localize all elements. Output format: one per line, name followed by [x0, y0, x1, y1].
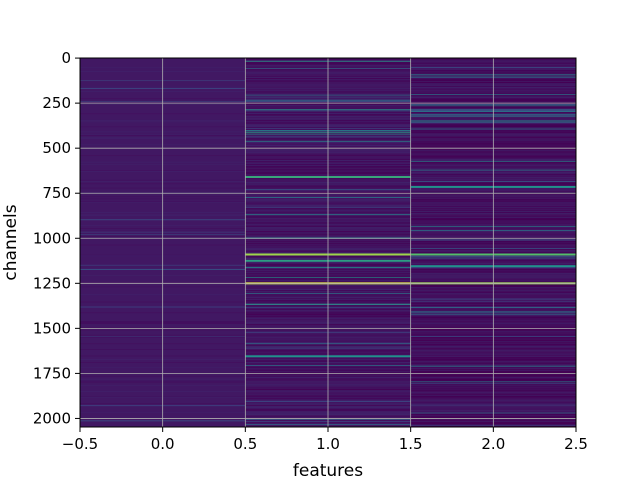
y-tick-label: 1750 [33, 364, 71, 382]
y-tick-label: 0 [61, 49, 71, 67]
x-tick-label: 1.5 [399, 435, 423, 453]
x-tick-label: −0.5 [62, 435, 98, 453]
y-tick-label: 1500 [33, 319, 71, 337]
y-tick-label: 750 [42, 184, 71, 202]
x-tick-label: 0.0 [151, 435, 175, 453]
x-axis-label: features [293, 461, 363, 480]
x-tick-label: 0.5 [233, 435, 257, 453]
y-axis: 0 250 500 750 1000 1250 1500 1750 2000 [33, 49, 80, 427]
y-tick-label: 250 [42, 94, 71, 112]
y-tick-label: 1250 [33, 274, 71, 292]
y-tick-label: 500 [42, 139, 71, 157]
y-axis-label: channels [1, 204, 21, 280]
y-tick-label: 2000 [33, 409, 71, 427]
x-tick-label: 2.5 [564, 435, 588, 453]
x-axis: −0.5 0.0 0.5 1.0 1.5 2.0 2.5 [62, 427, 588, 453]
x-tick-label: 2.0 [481, 435, 505, 453]
x-tick-label: 1.0 [316, 435, 340, 453]
y-tick-label: 1000 [33, 229, 71, 247]
